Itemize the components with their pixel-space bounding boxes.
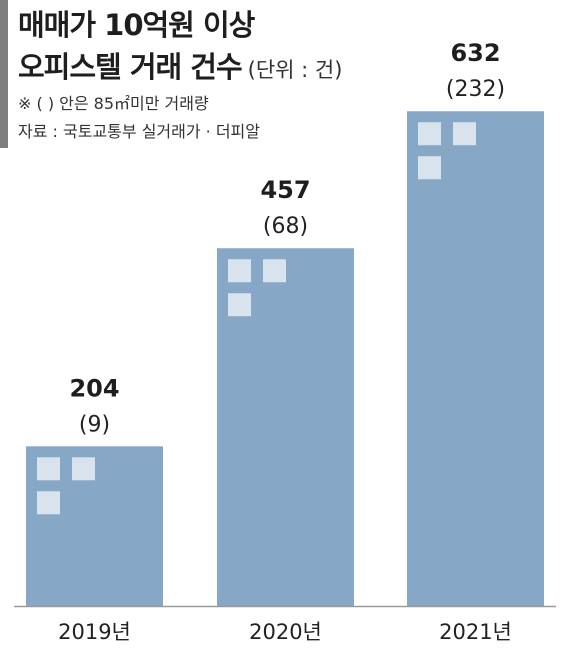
bar-window-square (37, 491, 60, 515)
bar-window-square (453, 122, 476, 146)
bar-window-square (37, 457, 60, 481)
chart-title-line2-text: 오피스텔 거래 건수 (18, 50, 243, 84)
chart-title-line2: 오피스텔 거래 건수 (단위 : 건) (18, 44, 342, 86)
x-tick-label: 2021년 (439, 620, 512, 644)
data-label-small-units: (9) (79, 412, 110, 437)
bar-window-square (72, 457, 95, 481)
source-note: 자료 : 국토교통부 실거래가 · 더피알 (18, 122, 260, 141)
x-tick-label: 2020년 (249, 620, 322, 644)
bar-window-square (228, 259, 251, 283)
data-label-total: 632 (450, 39, 500, 67)
data-label-total: 457 (260, 176, 310, 204)
x-tick-label: 2019년 (58, 620, 131, 644)
data-label-small-units: (232) (446, 77, 505, 102)
chart-title-line1: 매매가 10억원 이상 (18, 8, 255, 42)
bar-window-square (418, 156, 441, 180)
bar-window-square (418, 122, 441, 146)
footnote: ※ ( ) 안은 85㎡미만 거래량 (18, 94, 209, 113)
bar-window-square (228, 293, 251, 317)
title-accent-bar (0, 0, 8, 148)
unit-label: (단위 : 건) (247, 58, 343, 82)
bar (407, 111, 544, 606)
data-label-small-units: (68) (263, 214, 308, 239)
bar-window-square (263, 259, 286, 283)
data-label-total: 204 (69, 374, 119, 402)
